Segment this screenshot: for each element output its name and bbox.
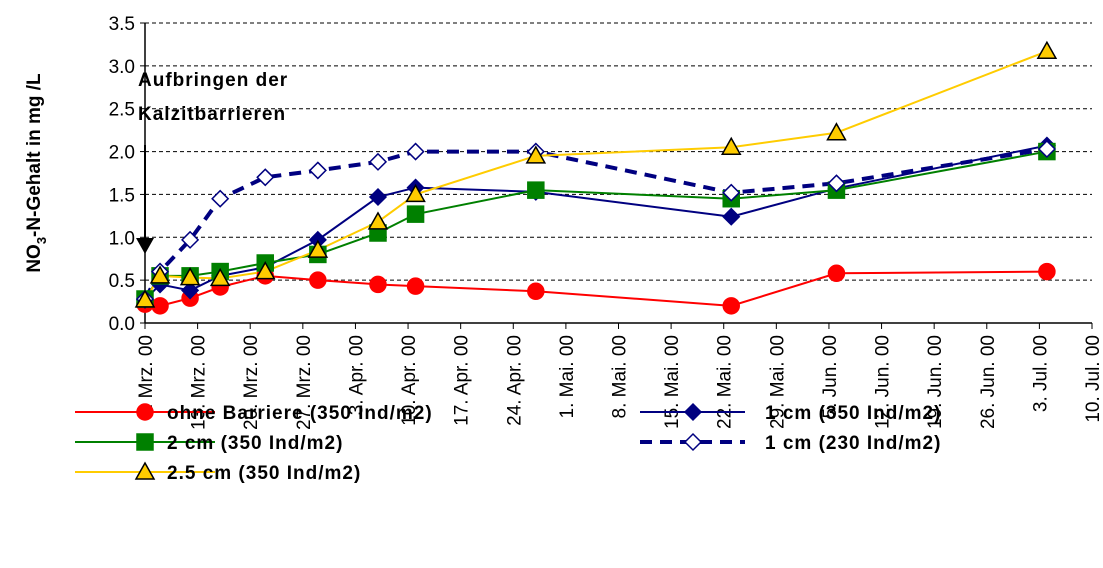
y-axis-title: NO3-N-Gehalt in mg /L	[24, 73, 49, 273]
legend-label: ohne Barriere (350 Ind/m2)	[167, 403, 433, 424]
marker	[827, 174, 846, 193]
marker	[151, 297, 169, 315]
x-tick-label: 3. Apr. 00	[346, 335, 367, 415]
x-tick-label: 12. Jun. 00	[873, 335, 894, 429]
x-tick-label: 17. Apr. 00	[452, 335, 473, 426]
annotation: Aufbringen der	[138, 70, 288, 91]
marker	[134, 289, 156, 308]
marker	[722, 183, 741, 202]
legend-item: 2 cm (350 Ind/m2)	[75, 433, 343, 454]
x-tick-label: 3. Jul. 00	[1030, 335, 1051, 412]
x-tick-label: 1. Mai. 00	[557, 335, 578, 418]
marker	[367, 211, 389, 230]
legend-item: 1 cm (350 Ind/m2)	[640, 402, 941, 424]
marker	[211, 189, 230, 208]
legend-label: 2 cm (350 Ind/m2)	[167, 433, 343, 454]
marker	[405, 183, 426, 203]
marker	[181, 281, 200, 300]
y-tick-label: 3.5	[109, 14, 135, 35]
x-tick-label: 10. Jul. 00	[1083, 335, 1103, 423]
legend-label: 2.5 cm (350 Ind/m2)	[167, 463, 361, 484]
marker	[1038, 262, 1056, 281]
x-tick-label: 20. Mrz. 00	[241, 335, 262, 430]
x-tick-label: 29. Mai. 00	[767, 335, 788, 429]
x-tick-label: 27. Mrz. 00	[294, 335, 315, 430]
y-tick-label: 0.5	[109, 271, 135, 292]
y-tick-label: 2.5	[109, 100, 135, 121]
legend-label: 1 cm (350 Ind/m2)	[765, 403, 941, 424]
marker	[527, 181, 545, 199]
marker	[309, 271, 327, 289]
marker	[683, 432, 703, 452]
x-tick-label: 19. Jun. 00	[925, 335, 946, 429]
y-tick-label: 0.0	[109, 314, 135, 335]
x-tick-label: 10. Apr. 00	[399, 335, 420, 426]
x-tick-label: 6. Mrz. 00	[136, 335, 157, 419]
y-tick-label: 2.0	[109, 143, 135, 164]
marker	[368, 152, 388, 171]
marker	[134, 461, 156, 480]
marker	[254, 261, 276, 280]
marker	[683, 402, 703, 422]
series-line	[143, 147, 1048, 300]
marker	[406, 277, 425, 295]
x-tick-label: 13. Mrz. 00	[189, 335, 210, 430]
marker	[368, 187, 388, 207]
marker	[149, 265, 171, 284]
marker	[136, 433, 154, 451]
marker	[525, 145, 547, 164]
x-tick-label: 5. Jun. 00	[820, 335, 841, 418]
marker	[1037, 139, 1056, 159]
marker	[722, 207, 741, 226]
marker	[827, 264, 846, 283]
marker	[209, 267, 231, 287]
x-tick-label: 22. Mai. 00	[715, 335, 736, 429]
y-axis-title-part: -N-Gehalt in mg /L	[24, 73, 45, 237]
marker	[406, 205, 425, 223]
annotation: Kalzitbarrieren	[138, 104, 286, 125]
marker	[136, 403, 154, 421]
marker	[369, 275, 387, 294]
x-tick-label: 26. Jun. 00	[978, 335, 999, 429]
y-axis-title-part: NO	[24, 244, 45, 273]
marker	[527, 282, 545, 301]
y-tick-label: 1.5	[109, 185, 135, 206]
marker	[179, 267, 201, 286]
series-line	[144, 270, 1047, 307]
y-tick-label: 3.0	[109, 57, 135, 78]
legend-item: ohne Barriere (350 Ind/m2)	[75, 403, 433, 424]
marker	[256, 168, 275, 187]
legend-item: 1 cm (230 Ind/m2)	[640, 432, 941, 454]
marker	[720, 136, 742, 156]
legend-item: 2.5 cm (350 Ind/m2)	[75, 461, 361, 484]
marker	[1036, 40, 1058, 60]
marker	[722, 297, 740, 315]
legend-label: 1 cm (230 Ind/m2)	[765, 433, 941, 454]
y-tick-label: 1.0	[109, 228, 135, 249]
marker	[406, 142, 425, 161]
x-tick-label: 8. Mai. 00	[610, 335, 631, 418]
marker	[308, 161, 327, 180]
marker	[307, 239, 329, 258]
x-tick-label: 15. Mai. 00	[662, 335, 683, 429]
x-tick-label: 24. Apr. 00	[504, 335, 525, 426]
y-axis-title-sub: 3	[34, 237, 49, 244]
marker	[181, 230, 200, 249]
marker	[826, 122, 847, 141]
